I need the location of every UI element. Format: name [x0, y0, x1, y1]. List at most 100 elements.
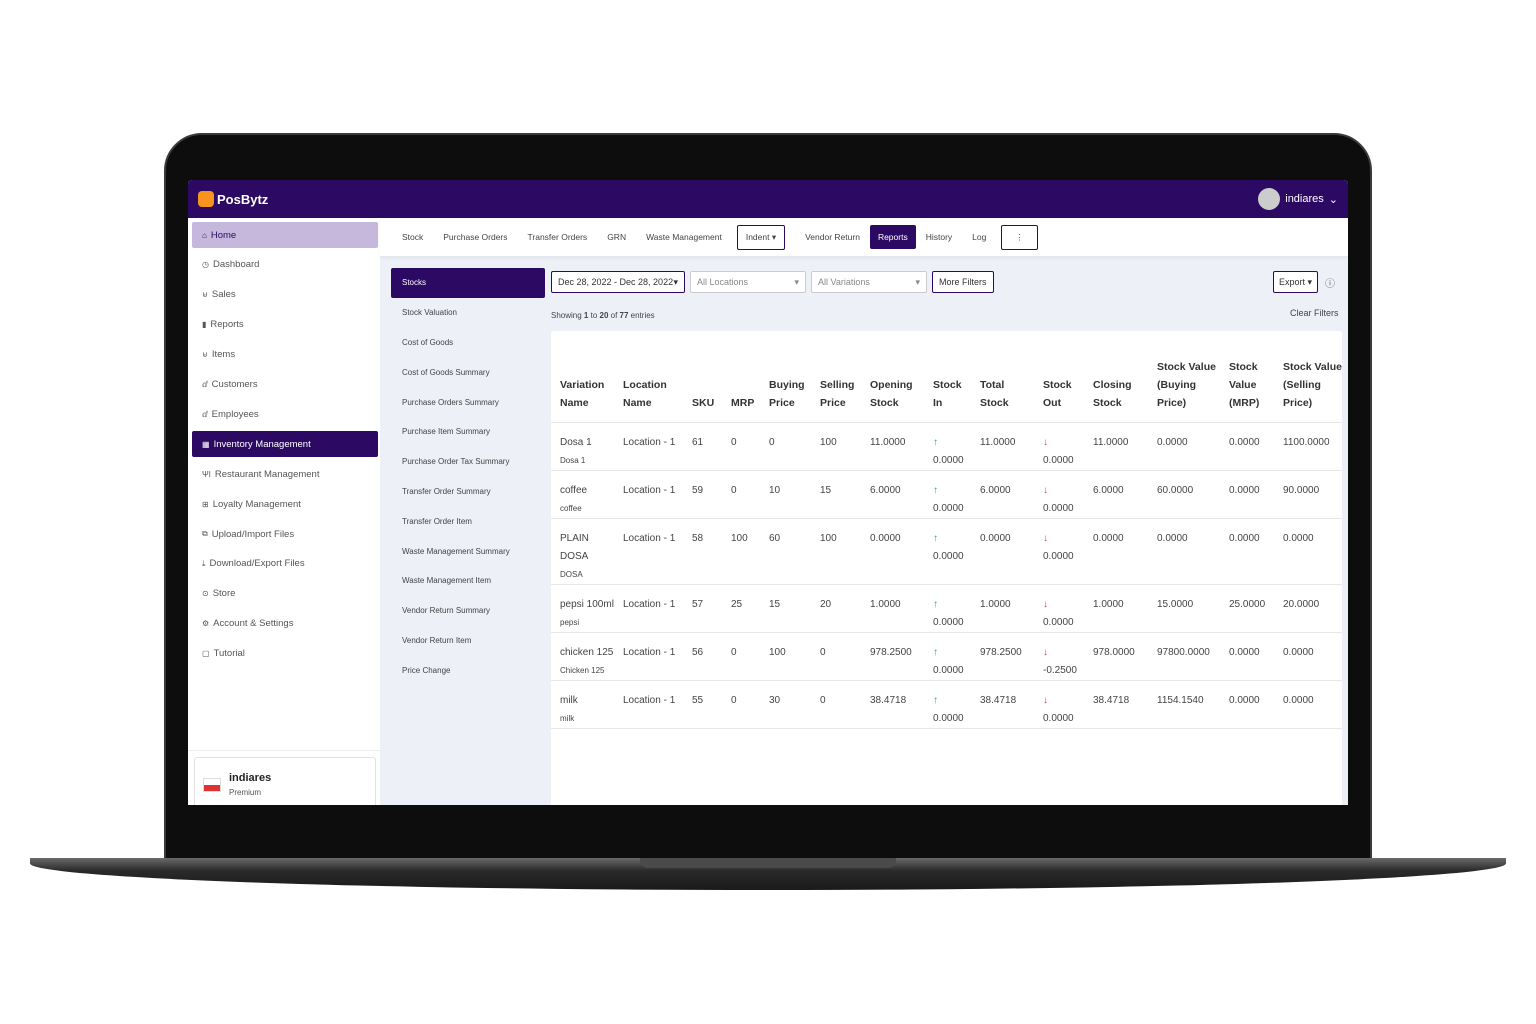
sidebar-item-tutorial[interactable]: ▢ Tutorial — [192, 641, 378, 667]
column-header[interactable]: Selling Price — [811, 331, 861, 423]
sidebar-item-label: Reports — [210, 319, 244, 331]
table-cell: ↓ 0.0000 — [1034, 584, 1084, 633]
locations-select[interactable]: All Locations ▾ — [690, 271, 806, 293]
tab-history[interactable]: History — [926, 232, 952, 242]
sidebar-item-home[interactable]: ⌂ Home — [192, 222, 378, 248]
table-cell: 0.0000 — [861, 518, 924, 585]
sidebar-item-dashboard[interactable]: ◷ Dashboard — [192, 252, 378, 278]
submenu-item-purchase-item-summary[interactable]: Purchase Item Summary — [402, 427, 491, 437]
cell-value: 1.0000 — [1093, 598, 1124, 610]
submenu-item-cost-of-goods[interactable]: Cost of Goods — [402, 337, 454, 347]
column-header[interactable]: Stock Value (Buying Price) — [1148, 331, 1220, 423]
cell-value: 0.0000 — [1043, 550, 1074, 562]
account-card[interactable]: indiares Premium — [194, 757, 376, 805]
column-header[interactable]: Total Stock — [971, 331, 1034, 423]
cell-value: 0.0000 — [1043, 454, 1074, 466]
column-header[interactable]: Stock Out — [1034, 331, 1084, 423]
sidebar-item-reports[interactable]: ▮ Reports — [192, 312, 378, 338]
more-menu-icon[interactable]: ⋮ — [1001, 224, 1038, 250]
tab-vendor-return[interactable]: Vendor Return — [805, 232, 860, 242]
table-cell: 15.0000 — [1148, 584, 1220, 633]
tab-transfer-orders[interactable]: Transfer Orders — [528, 232, 588, 242]
cell-value: 978.2500 — [870, 646, 912, 658]
sidebar-item-sales[interactable]: ⊌ Sales — [192, 282, 378, 308]
sidebar-item-store[interactable]: ⊙ Store — [192, 581, 378, 607]
tab-waste-management[interactable]: Waste Management — [646, 232, 722, 242]
t: Showing — [551, 311, 584, 320]
tab-label: Indent — [745, 231, 770, 242]
sidebar-item-account-settings[interactable]: ⚙ Account & Settings — [192, 611, 378, 637]
submenu-item-price-change[interactable]: Price Change — [402, 665, 451, 675]
column-header[interactable]: Stock In — [924, 331, 971, 423]
sidebar-item-items[interactable]: ⊌ Items — [192, 342, 378, 368]
submenu-item-purchase-orders-summary[interactable]: Purchase Orders Summary — [402, 397, 499, 407]
tab-reports[interactable]: Reports — [869, 225, 916, 249]
column-header[interactable]: Opening Stock — [861, 331, 924, 423]
table-cell: ↑ 0.0000 — [924, 518, 971, 585]
cell-value: 0.0000 — [933, 550, 964, 562]
user-menu[interactable]: indiares ⌄ — [1258, 188, 1338, 210]
sidebar-item-restaurant-management[interactable]: ΨΙ Restaurant Management — [192, 461, 378, 487]
clear-filters-link[interactable]: Clear Filters — [1290, 308, 1339, 318]
sidebar-item-loyalty-management[interactable]: ⊞ Loyalty Management — [192, 491, 378, 517]
column-header[interactable]: Buying Price — [760, 331, 811, 423]
column-header[interactable]: Stock Value (MRP) — [1220, 331, 1274, 423]
table-cell: 60.0000 — [1148, 470, 1220, 519]
cell-value: 38.4718 — [870, 694, 907, 706]
table-cell: 11.0000 — [861, 422, 924, 471]
tab-label: Vendor Return — [805, 232, 860, 242]
column-header[interactable]: Stock Value (Selling Price) — [1274, 331, 1342, 423]
submenu-item-waste-management-summary[interactable]: Waste Management Summary — [402, 546, 510, 556]
date-range-picker[interactable]: Dec 28, 2022 - Dec 28, 2022 ▾ — [551, 271, 685, 293]
submenu-item-stocks[interactable]: Stocks — [391, 268, 545, 298]
submenu-item-purchase-order-tax-summary[interactable]: Purchase Order Tax Summary — [402, 457, 510, 467]
sidebar-item-employees[interactable]: ⅆ Employees — [192, 401, 378, 427]
item-name: DOSA — [560, 569, 583, 579]
tab-stock[interactable]: Stock — [402, 232, 423, 242]
table-cell: 0 — [722, 422, 760, 471]
variations-select[interactable]: All Variations ▾ — [811, 271, 927, 293]
export-button[interactable]: Export ▾ — [1273, 271, 1319, 293]
tab-log[interactable]: Log — [972, 232, 986, 242]
submenu-item-vendor-return-summary[interactable]: Vendor Return Summary — [402, 606, 491, 616]
submenu-item-cost-of-goods-summary[interactable]: Cost of Goods Summary — [402, 367, 490, 377]
sidebar-item-upload-import-files[interactable]: ⧉ Upload/Import Files — [192, 521, 378, 547]
sidebar-item-download-export-files[interactable]: ⤓ Download/Export Files — [192, 551, 378, 577]
column-header[interactable]: MRP — [722, 331, 760, 423]
submenu-item-transfer-order-summary[interactable]: Transfer Order Summary — [402, 486, 491, 496]
column-header[interactable]: Closing Stock — [1084, 331, 1148, 423]
logo[interactable]: PosBytz — [198, 191, 268, 207]
table-cell: ↑ 0.0000 — [924, 470, 971, 519]
cell-value: 30 — [769, 694, 781, 706]
table-cell: 38.4718 — [861, 680, 924, 729]
submenu-item-waste-management-item[interactable]: Waste Management Item — [402, 576, 492, 586]
inventory-icon: ▦ — [202, 439, 210, 449]
column-header[interactable]: Location Name — [614, 331, 683, 423]
submenu-item-transfer-order-item[interactable]: Transfer Order Item — [402, 516, 472, 526]
table-cell: 0.0000 — [1220, 680, 1274, 729]
cell-value: Location - 1 — [623, 646, 676, 658]
column-header[interactable]: Variation Name — [551, 331, 614, 423]
table-cell: 20.0000 — [1274, 584, 1342, 633]
help-icon[interactable]: ⓘ — [1325, 279, 1335, 290]
tab-purchase-orders[interactable]: Purchase Orders — [443, 232, 507, 242]
cell-value: 0.0000 — [1093, 532, 1124, 544]
t: entries — [628, 311, 655, 320]
column-header[interactable]: SKU — [683, 331, 722, 423]
sidebar-item-inventory-management[interactable]: ▦ Inventory Management — [192, 431, 378, 458]
variation-name: coffee — [560, 484, 588, 496]
more-filters-button[interactable]: More Filters — [932, 271, 994, 293]
submenu-item-stock-valuation[interactable]: Stock Valuation — [402, 308, 457, 318]
cell-value: 6.0000 — [870, 484, 901, 496]
submenu-item-vendor-return-item[interactable]: Vendor Return Item — [402, 635, 472, 645]
sidebar-item-customers[interactable]: ⅆ Customers — [192, 372, 378, 398]
logo-text: PosBytz — [217, 191, 269, 207]
cell-value: 0.0000 — [1229, 484, 1260, 496]
tab-indent[interactable]: Indent ▾ — [736, 224, 786, 250]
table-cell: 0.0000 — [1220, 632, 1274, 681]
table-cell: 0.0000 — [1148, 422, 1220, 471]
caret-down-icon: ▾ — [915, 276, 920, 287]
cutlery-icon: ΨΙ — [202, 469, 211, 479]
cell-value: Location - 1 — [623, 436, 676, 448]
tab-grn[interactable]: GRN — [607, 232, 626, 242]
